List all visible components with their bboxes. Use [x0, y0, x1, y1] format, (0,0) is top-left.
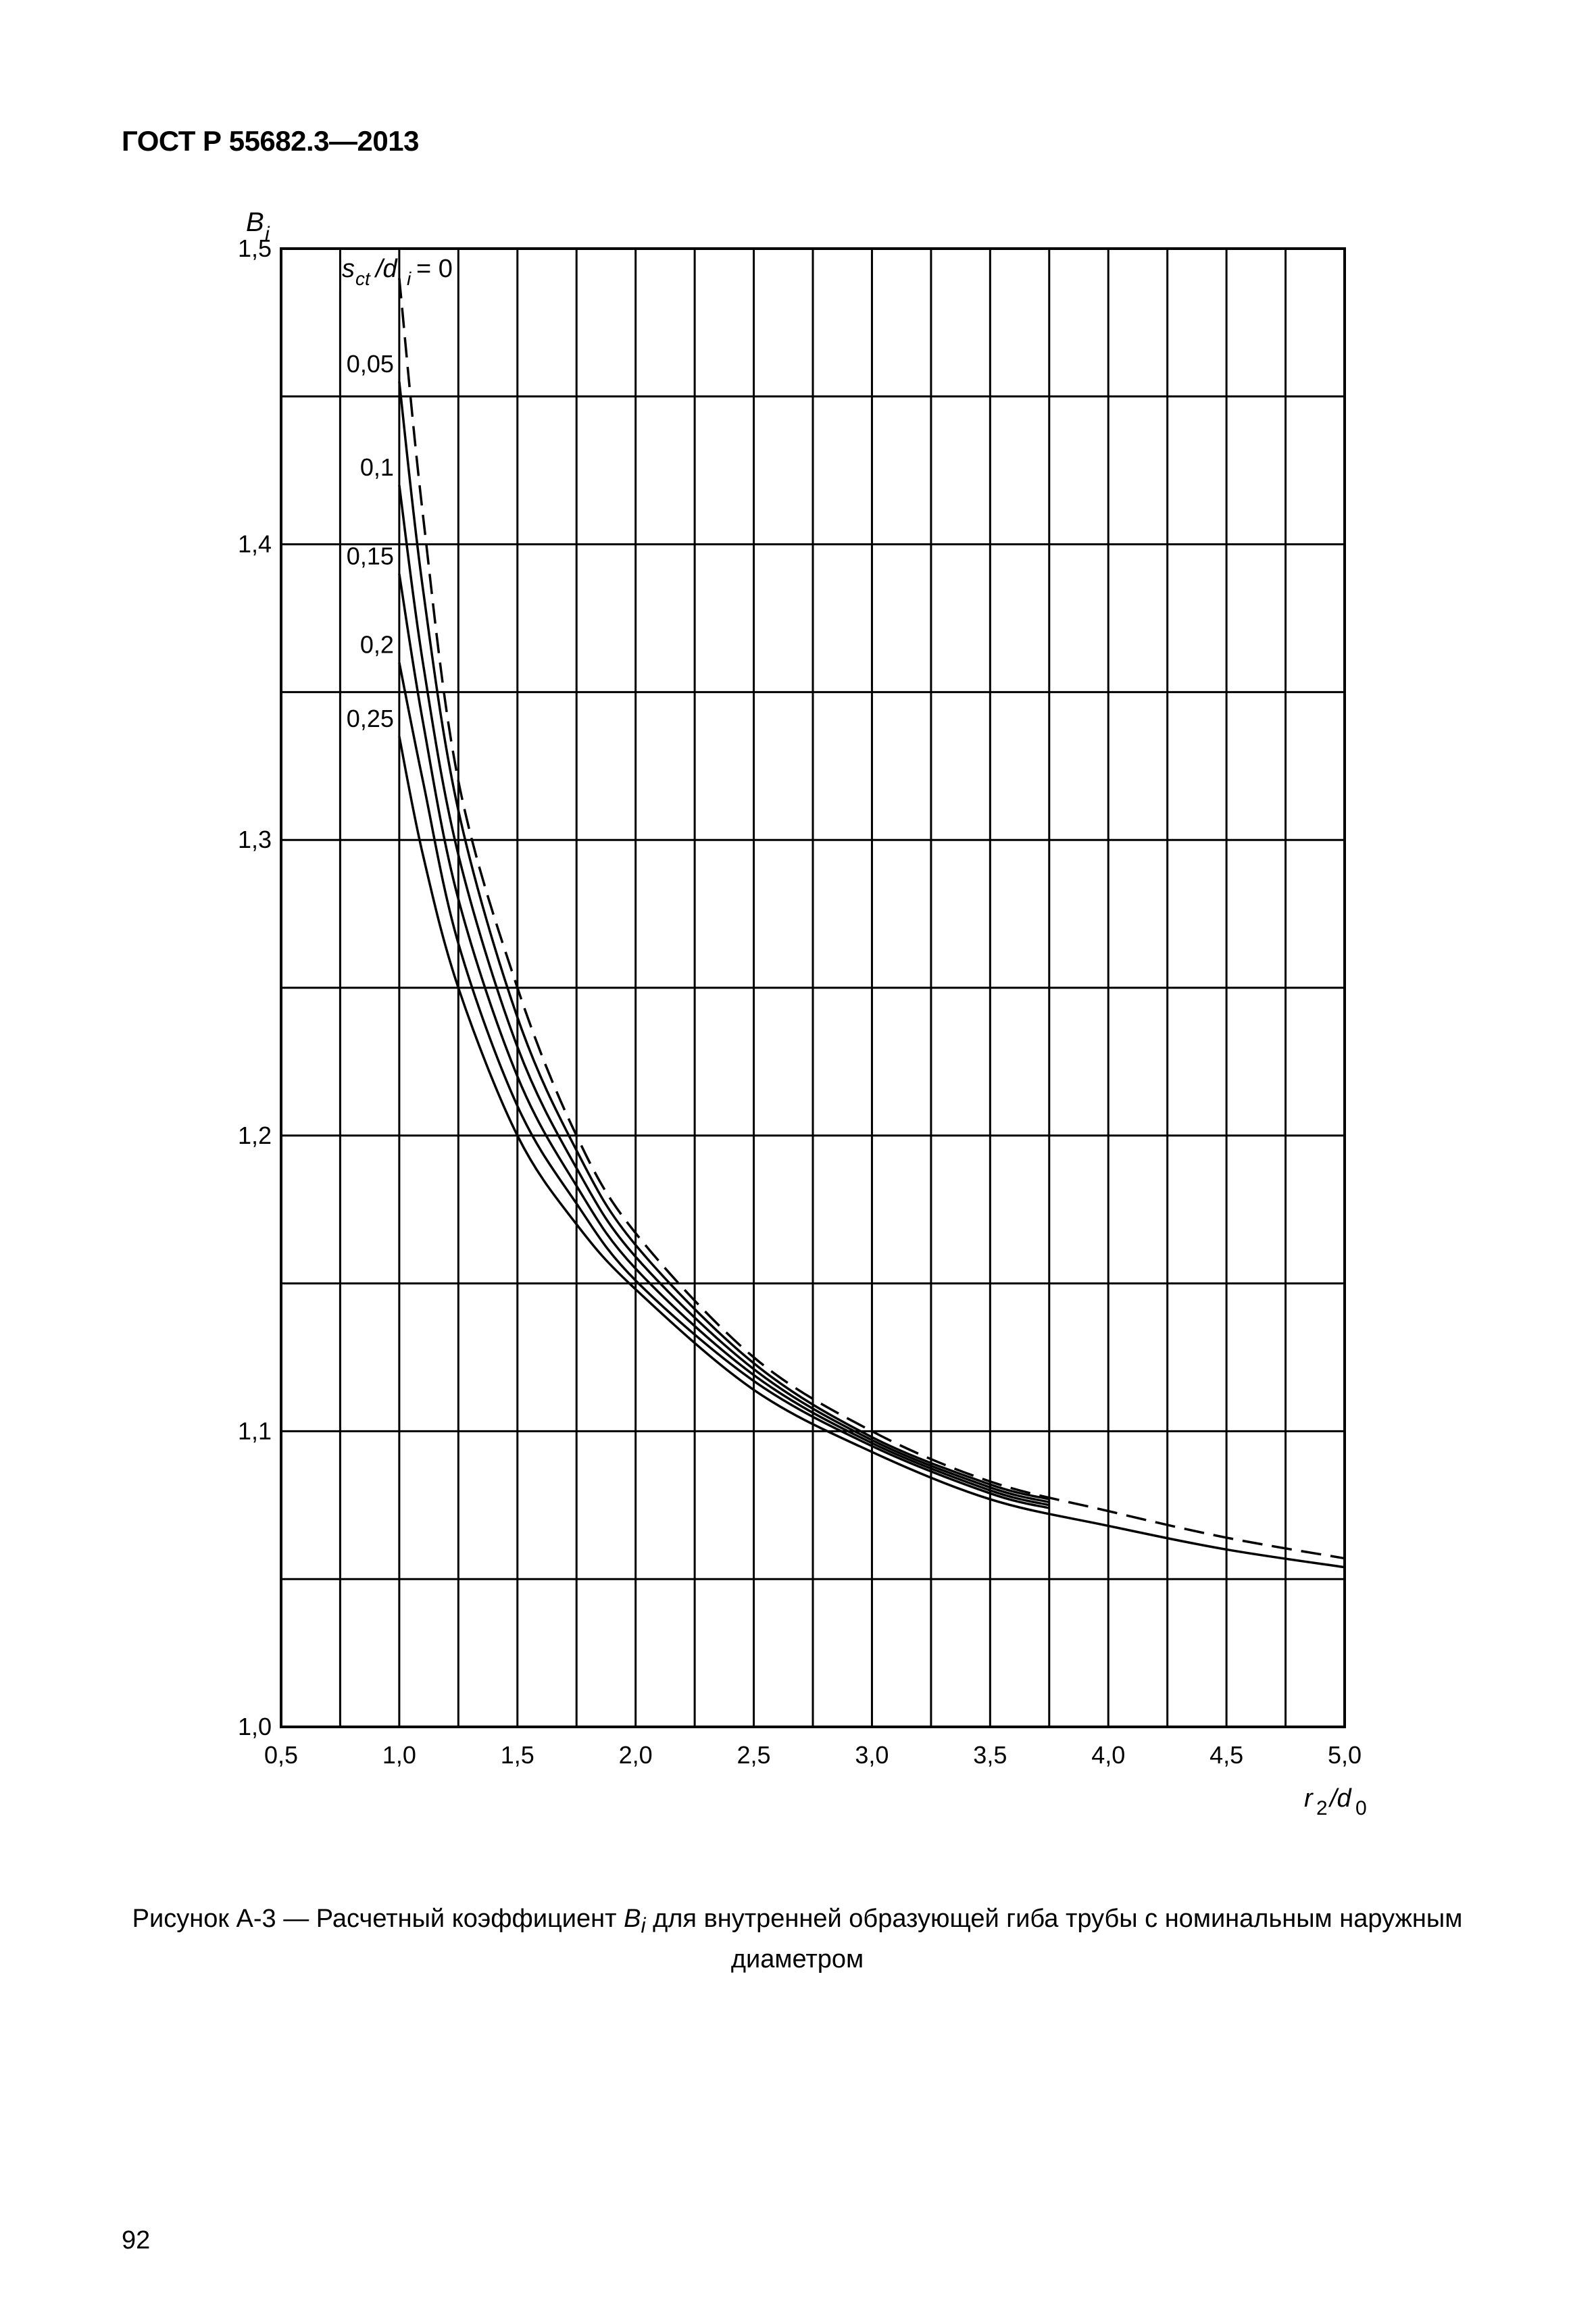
x-tick-label: 2,0	[619, 1741, 653, 1769]
x-axis-label-tail: /d	[1328, 1784, 1353, 1813]
series-label: 0,05	[347, 350, 394, 378]
param-label-d: /d	[374, 255, 399, 283]
series-line-0	[398, 278, 1345, 1560]
y-tick-label: 1,4	[238, 530, 272, 558]
x-axis-label-tail-subscript: 0	[1355, 1797, 1367, 1819]
caption-prefix: Рисунок А-3 — Расчетный коэффициент	[132, 1905, 624, 1933]
caption-line-2: диаметром	[730, 1944, 864, 1973]
plot-frame	[280, 247, 1346, 1728]
x-tick-label: 3,5	[973, 1741, 1007, 1769]
x-tick-label: 5,0	[1328, 1741, 1362, 1769]
series-line-2	[398, 484, 1050, 1504]
param-label-s: s	[342, 255, 355, 283]
series-label: 0,2	[360, 631, 394, 659]
series-line-1	[398, 381, 1050, 1501]
caption-suffix: для внутренней образующей гиба трубы с н…	[645, 1905, 1463, 1933]
series-label: 0,15	[347, 542, 394, 570]
document-header: ГОСТ Р 55682.3—2013	[122, 125, 419, 157]
y-tick-label: 1,5	[238, 234, 272, 262]
y-tick-label: 1,2	[238, 1122, 272, 1149]
y-axis-label: B	[246, 207, 264, 237]
x-tick-label: 1,0	[382, 1741, 416, 1769]
caption-variable: B	[624, 1905, 641, 1933]
x-tick-label: 2,5	[737, 1741, 771, 1769]
series-line-5	[398, 736, 1345, 1569]
x-tick-label: 3,0	[855, 1741, 889, 1769]
caption-variable-subscript: i	[641, 1913, 646, 1938]
series-label: 0,25	[347, 705, 394, 732]
page-number: 92	[122, 2226, 151, 2255]
y-tick-label: 1,3	[238, 826, 272, 853]
y-axis-label-subscript: i	[265, 223, 270, 245]
y-tick-label: 1,0	[238, 1713, 272, 1740]
series-line-3	[398, 574, 1050, 1507]
param-label-eq: = 0	[416, 255, 453, 283]
param-label-d-subscript: i	[407, 268, 412, 289]
bend-coefficient-chart: 0,5 1,0 1,5 2,0 2,5 3,0 3,5 4,0 4,5 5,01,01,11,21…	[238, 207, 1367, 1819]
x-tick-label: 1,5	[501, 1741, 534, 1769]
series-label: 0,1	[360, 453, 394, 481]
x-axis-label: r	[1304, 1784, 1314, 1813]
x-axis-label-subscript: 2	[1316, 1797, 1328, 1819]
param-label-s-subscript: ct	[355, 268, 371, 289]
y-tick-label: 1,1	[238, 1417, 272, 1444]
x-tick-label: 0,5	[264, 1741, 298, 1769]
series-line-4	[398, 662, 1050, 1509]
x-tick-label: 4,5	[1210, 1741, 1243, 1769]
figure-caption: Рисунок А-3 — Расчетный коэффициент Bi д…	[101, 1902, 1493, 1976]
x-tick-label: 4,0	[1091, 1741, 1125, 1769]
